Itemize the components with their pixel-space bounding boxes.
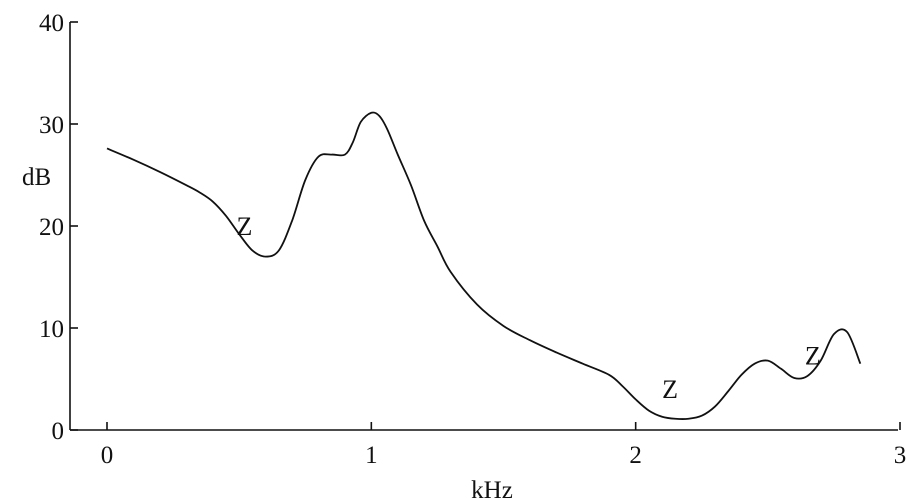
y-axis-label: dB: [22, 164, 51, 191]
spectrum-line: [106, 111, 862, 420]
x-tick-label: 3: [894, 442, 907, 469]
x-tick-label: 0: [101, 442, 114, 469]
y-tick-label: 40: [39, 10, 64, 37]
series-layer: [106, 111, 862, 420]
annotation-label: Z: [237, 212, 253, 241]
x-axis-ticks: 0 1 2 3: [101, 422, 907, 469]
y-axis-ticks: 0 10 20 30 40: [39, 10, 78, 445]
annotations: Z Z Z: [237, 212, 821, 404]
y-tick-label: 10: [39, 316, 64, 343]
y-tick-label: 20: [39, 214, 64, 241]
x-tick-label: 2: [629, 442, 642, 469]
annotation-label: Z: [805, 342, 821, 371]
x-axis-label: kHz: [471, 477, 513, 499]
y-tick-label: 30: [39, 112, 64, 139]
x-tick-label: 1: [365, 442, 378, 469]
y-tick-label: 0: [52, 418, 65, 445]
axes: 0 10 20 30 40 0 1 2 3: [39, 10, 906, 469]
annotation-label: Z: [662, 375, 678, 404]
